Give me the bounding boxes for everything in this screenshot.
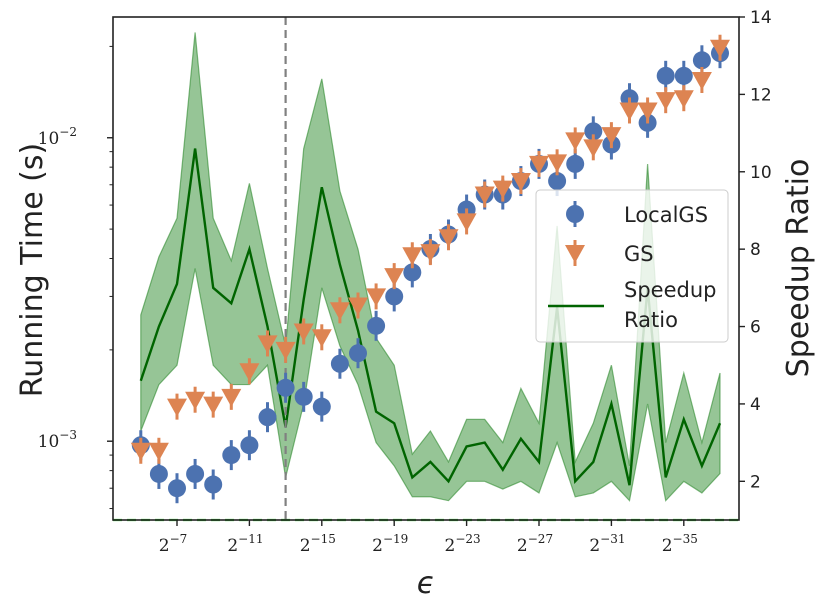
gs-point <box>221 388 242 407</box>
localgs-point <box>149 464 168 483</box>
x-tick-label: 2−19 <box>372 532 408 556</box>
y2-tick-label: 6 <box>750 318 761 338</box>
gs-point <box>583 139 604 158</box>
gs-point <box>203 396 224 415</box>
y2-tick-label: 10 <box>750 163 772 183</box>
y-tick-label: 10−3 <box>38 428 77 452</box>
localgs-point <box>294 387 313 406</box>
legend-gs-marker <box>565 245 585 263</box>
legend-label: GS <box>624 242 654 266</box>
gs-point <box>710 39 730 58</box>
legend-box <box>535 189 729 343</box>
y2-tick-label: 14 <box>750 8 772 28</box>
x-tick-label: 2−7 <box>159 532 188 556</box>
localgs-point <box>204 475 223 494</box>
x-tick-label: 2−11 <box>227 532 263 556</box>
gs-point <box>691 71 712 90</box>
gs-point <box>402 247 423 266</box>
gs-point <box>565 132 586 151</box>
gs-point <box>619 102 640 121</box>
localgs-point <box>674 66 693 85</box>
gs-point <box>673 90 694 109</box>
localgs-point <box>258 408 277 427</box>
y2-tick-label: 4 <box>750 395 761 415</box>
localgs-point <box>330 354 349 373</box>
gs-point <box>311 329 332 348</box>
localgs-point <box>584 122 603 141</box>
x-tick-label: 2−35 <box>662 532 698 556</box>
localgs-point <box>312 397 331 416</box>
gs-point <box>529 155 549 174</box>
localgs-point <box>222 446 241 465</box>
gs-point <box>547 154 568 173</box>
gs-point <box>456 213 477 232</box>
localgs-point <box>692 51 711 70</box>
gs-point <box>239 363 260 382</box>
legend-label: Ratio <box>624 308 678 332</box>
gs-point <box>185 391 206 410</box>
plot-frame <box>112 16 740 521</box>
gs-point <box>637 102 658 121</box>
legend-localgs-marker <box>566 205 584 223</box>
gs-point <box>492 180 513 199</box>
localgs-point <box>403 263 422 282</box>
gs-point <box>366 288 387 307</box>
gs-point <box>130 442 151 461</box>
y2-tick-label: 2 <box>750 472 761 492</box>
gs-point <box>275 341 296 360</box>
y2-tick-label: 12 <box>750 85 772 105</box>
gs-point <box>420 244 441 263</box>
localgs-point <box>349 344 367 363</box>
x-tick-label: 2−31 <box>589 532 625 556</box>
x-axis-label: ϵ <box>417 566 435 601</box>
localgs-point <box>276 378 295 397</box>
gs-point <box>293 323 314 342</box>
x-tick-label: 2−27 <box>517 532 553 556</box>
gs-point <box>167 398 187 417</box>
gs-point <box>655 92 676 111</box>
gs-point <box>384 268 405 287</box>
localgs-point <box>548 172 567 191</box>
x-tick-label: 2−23 <box>445 532 481 556</box>
gs-point <box>257 335 278 354</box>
gs-point <box>148 442 169 461</box>
legend-label: LocalGS <box>624 203 708 227</box>
localgs-point <box>168 479 186 498</box>
y2-axis-label: Speedup Ratio <box>781 159 816 378</box>
localgs-point <box>367 316 386 335</box>
legend-label: Speedup <box>624 278 716 302</box>
localgs-point <box>385 287 404 306</box>
gs-point <box>329 302 350 321</box>
localgs-point <box>240 436 259 455</box>
y-axis-label: Running Time (s) <box>15 143 50 397</box>
y2-tick-label: 8 <box>750 240 761 260</box>
x-tick-label: 2−15 <box>300 532 336 556</box>
gs-point <box>438 229 459 248</box>
localgs-point <box>186 464 205 483</box>
localgs-point <box>656 66 675 85</box>
y-tick-label: 10−2 <box>38 125 77 149</box>
gs-point <box>474 186 495 205</box>
gs-point <box>601 127 622 146</box>
gs-point <box>510 173 531 192</box>
localgs-point <box>566 154 585 173</box>
speedup-ratio-line <box>139 148 722 486</box>
gs-point <box>348 297 368 316</box>
